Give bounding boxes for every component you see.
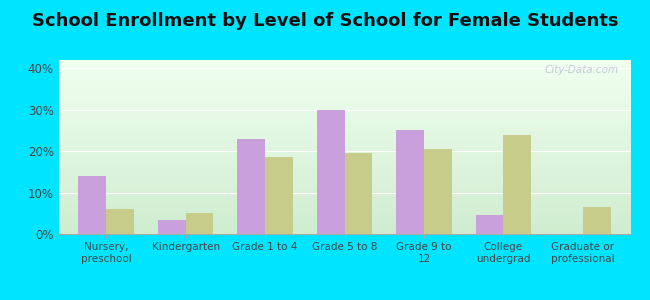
Bar [237,139,265,234]
Bar [317,110,345,234]
Bar [583,207,610,234]
Bar [106,209,134,234]
Bar [186,213,213,234]
Bar [503,135,531,234]
Text: City-Data.com: City-Data.com [545,65,619,75]
Bar [476,215,503,234]
Bar [396,130,424,234]
Text: School Enrollment by Level of School for Female Students: School Enrollment by Level of School for… [32,12,618,30]
Bar [424,149,452,234]
Bar [344,153,372,234]
Bar [158,220,186,234]
Bar [79,176,106,234]
Bar [265,158,293,234]
